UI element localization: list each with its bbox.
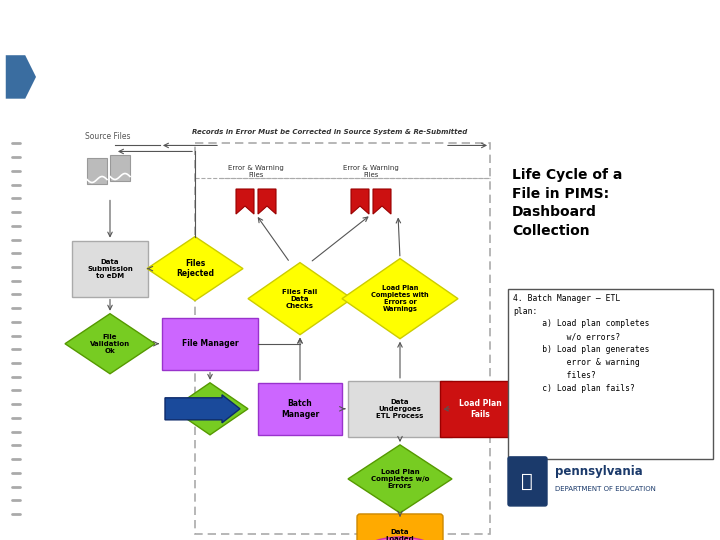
Text: Data
Undergoes
ETL Process: Data Undergoes ETL Process	[377, 399, 423, 419]
Text: Files
Pass: Files Pass	[201, 402, 220, 415]
Text: Files
Rejected: Files Rejected	[176, 259, 214, 278]
Text: Data
Submission
to eDM: Data Submission to eDM	[87, 259, 133, 279]
Polygon shape	[373, 189, 391, 214]
Polygon shape	[65, 314, 155, 374]
Polygon shape	[110, 156, 130, 181]
Polygon shape	[172, 383, 248, 435]
Text: File Manager: File Manager	[181, 339, 238, 348]
Bar	[195, 144, 490, 534]
Text: Source Files: Source Files	[85, 132, 131, 141]
Ellipse shape	[356, 537, 444, 540]
Bar	[348, 381, 452, 437]
Polygon shape	[351, 189, 369, 214]
Text: Load Plan
Completes with
Errors or
Warnings: Load Plan Completes with Errors or Warni…	[372, 285, 429, 312]
Text: Error & Warning
Files: Error & Warning Files	[228, 165, 284, 179]
Polygon shape	[87, 158, 107, 185]
Polygon shape	[6, 55, 36, 99]
Text: pennsylvania: pennsylvania	[555, 465, 643, 478]
Text: Load Plan
Completes w/o
Errors: Load Plan Completes w/o Errors	[371, 469, 429, 489]
Bar	[162, 318, 258, 370]
Bar	[508, 289, 713, 459]
Polygon shape	[248, 262, 352, 335]
Polygon shape	[342, 259, 458, 339]
Text: File
Validation
Ok: File Validation Ok	[90, 334, 130, 354]
Bar	[258, 383, 342, 435]
FancyArrow shape	[165, 395, 240, 423]
Text: 4. Batch Manager – ETL
plan:
      a) Load plan completes
           w/o errors?: 4. Batch Manager – ETL plan: a) Load pla…	[513, 294, 649, 393]
Text: Data
Loaded
into PIMS: Data Loaded into PIMS	[381, 529, 419, 540]
Text: DEPARTMENT OF EDUCATION: DEPARTMENT OF EDUCATION	[555, 486, 656, 492]
Bar	[72, 241, 148, 296]
FancyBboxPatch shape	[508, 457, 547, 506]
Text: Batch
Manager: Batch Manager	[281, 399, 319, 418]
Text: Error & Warning
Files: Error & Warning Files	[343, 165, 399, 179]
Polygon shape	[258, 189, 276, 214]
Text: Load Plan
Fails: Load Plan Fails	[459, 399, 501, 418]
Text: 🎓: 🎓	[521, 472, 533, 491]
Text: Records in Error Must be Corrected in Source System & Re-Submitted: Records in Error Must be Corrected in So…	[192, 129, 467, 136]
Text: Life Cycle of a File: ETL: Life Cycle of a File: ETL	[40, 67, 312, 87]
Polygon shape	[236, 189, 254, 214]
Polygon shape	[147, 237, 243, 301]
Text: Files Fail
Data
Checks: Files Fail Data Checks	[282, 289, 318, 309]
FancyBboxPatch shape	[357, 514, 443, 540]
Text: Life Cycle of a
File in PIMS:
Dashboard
Collection: Life Cycle of a File in PIMS: Dashboard …	[512, 168, 622, 238]
Polygon shape	[348, 445, 452, 513]
Bar	[440, 381, 520, 437]
